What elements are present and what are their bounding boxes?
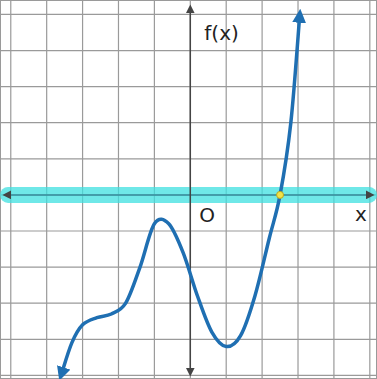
grid-line [0,158,377,159]
highlight-band [0,187,377,203]
y-axis-title: f(x) [204,21,238,45]
root-point [277,191,284,198]
grid-line [0,194,377,195]
plot-area [61,14,300,375]
grid-line [0,230,377,231]
grid [0,0,377,379]
grid-line [0,339,377,340]
frame [1,1,377,379]
grid-line [0,122,377,123]
x-axis [6,194,371,196]
grid-line [0,86,377,87]
grid-line [0,303,377,304]
grid-line [190,0,191,379]
origin-label: O [199,203,215,227]
x-axis-title: x [355,202,367,226]
chart: f(x) x O [0,0,377,379]
curve [61,14,300,375]
grid-line [0,14,377,15]
grid-line [0,375,377,376]
grid-line [0,50,377,51]
y-axis [190,8,192,373]
